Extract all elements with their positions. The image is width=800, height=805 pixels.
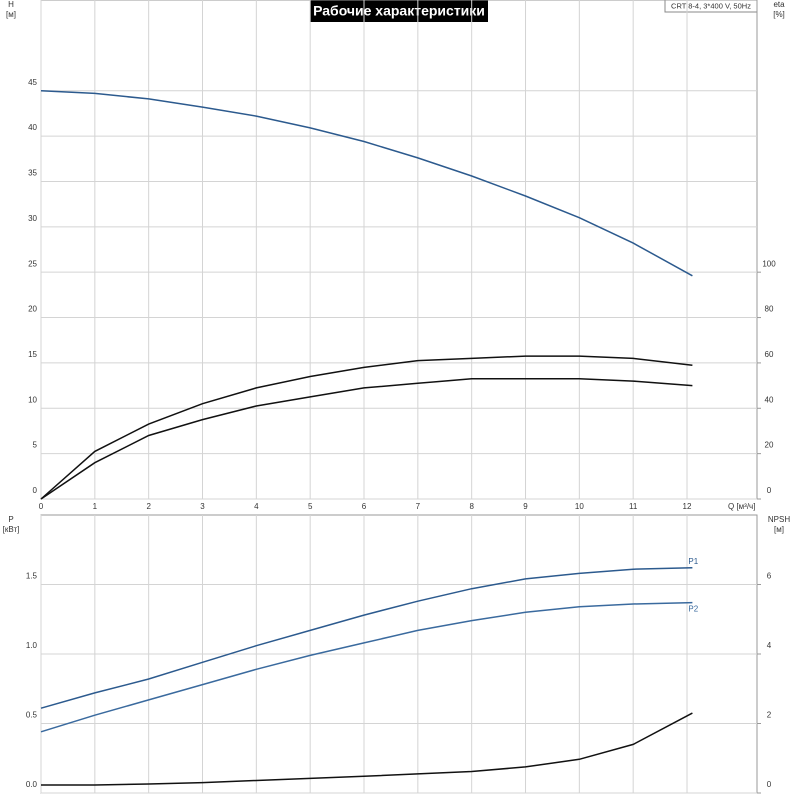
y-tick-label: 1.0 (26, 641, 38, 650)
y-tick-label: 25 (28, 259, 37, 268)
y-axis-unit: [м] (6, 10, 16, 19)
y-tick-label: 40 (28, 123, 37, 132)
y-axis-label: H (8, 0, 14, 9)
x-tick-label: 1 (93, 502, 98, 511)
x-tick-label: 10 (575, 502, 584, 511)
series-line (40, 601, 693, 733)
y2-tick-label: 60 (765, 350, 774, 359)
annotation: CRT 8-4, 3*400 V, 50Hz (671, 1, 751, 10)
x-tick-label: 4 (254, 502, 259, 511)
series-label: P2 (688, 605, 698, 614)
y-tick-label: 0 (33, 486, 38, 495)
y2-tick-label: 4 (767, 641, 772, 650)
x-tick-label: 11 (629, 502, 638, 511)
x-tick-label: 0 (39, 502, 44, 511)
series-label: P1 (688, 557, 698, 566)
series-line (40, 378, 693, 500)
y2-tick-label: 20 (765, 441, 774, 450)
title-box (310, 0, 488, 22)
y-tick-label: 20 (28, 305, 37, 314)
y-tick-label: 0.5 (26, 711, 38, 720)
x-tick-label: 6 (362, 502, 367, 511)
x-tick-label: 3 (200, 502, 205, 511)
y-axis-label: P (8, 515, 13, 524)
y-tick-label: 5 (33, 441, 38, 450)
y2-tick-label: 6 (767, 572, 772, 581)
y2-axis-unit: [%] (773, 10, 785, 19)
y2-axis-label: eta (773, 0, 785, 9)
y2-tick-label: 100 (762, 259, 776, 268)
y-tick-label: 15 (28, 350, 37, 359)
x-tick-label: 5 (308, 502, 313, 511)
y2-tick-label: 2 (767, 711, 772, 720)
x-axis-label: Q [м³/ч] (728, 502, 755, 511)
series-line (41, 712, 693, 786)
x-tick-label: 2 (146, 502, 151, 511)
chart-title: Рабочие характеристики (313, 3, 485, 19)
y-tick-label: 30 (28, 214, 37, 223)
y-tick-label: 0.0 (26, 780, 38, 789)
y2-tick-label: 40 (765, 395, 774, 404)
y2-tick-label: 80 (765, 305, 774, 314)
x-tick-label: 8 (469, 502, 474, 511)
x-tick-label: 7 (416, 502, 421, 511)
y2-tick-label: 0 (767, 486, 772, 495)
y-tick-label: 45 (28, 78, 37, 87)
x-tick-label: 9 (523, 502, 528, 511)
series-line (40, 355, 693, 500)
y-tick-label: 35 (28, 169, 37, 178)
y-tick-label: 10 (28, 395, 37, 404)
series-line (40, 89, 693, 277)
x-tick-label: 12 (683, 502, 692, 511)
y-axis-unit: [кВт] (3, 525, 20, 534)
series-line (40, 567, 693, 709)
y2-axis-unit: [м] (774, 525, 784, 534)
y-tick-label: 1.5 (26, 572, 38, 581)
y2-tick-label: 0 (767, 780, 772, 789)
y2-axis-label: NPSH (768, 515, 790, 524)
